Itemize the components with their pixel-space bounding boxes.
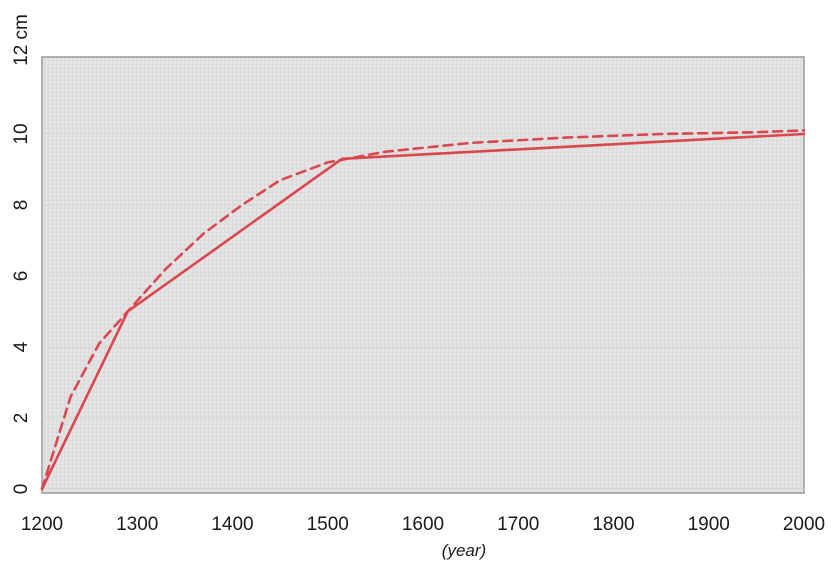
x-tick-label-1900: 1900 [688,514,730,535]
x-axis-ticks: 1200 1300 1400 1500 1600 1700 1800 1900 2000 [21,514,825,535]
series-layer [40,129,806,491]
x-tick-label-2000: 2000 [783,514,825,535]
y-tick-label-6: 6 [11,271,32,282]
y-tick-label-2: 2 [11,413,32,424]
y-axis-unit-label: 12 cm [11,14,32,66]
y-axis-ticks: 0 2 4 6 8 10 [11,123,32,494]
x-tick-label-1700: 1700 [497,514,539,535]
y-tick-label-4: 4 [11,341,32,352]
y-tick-label-0: 0 [11,484,32,495]
x-tick-label-1400: 1400 [211,514,253,535]
x-tick-label-1500: 1500 [307,514,349,535]
plot-area [41,56,805,494]
x-tick-label-1200: 1200 [21,514,63,535]
x-tick-label-1600: 1600 [402,514,444,535]
series-line-dashed [40,129,806,491]
x-tick-label-1800: 1800 [592,514,634,535]
gridlines [42,133,804,490]
x-tick-label-1300: 1300 [116,514,158,535]
y-tick-label-8: 8 [11,200,32,211]
series-line-solid [40,132,806,491]
x-axis-label: (year) [442,541,486,560]
y-tick-label-10: 10 [11,123,32,144]
